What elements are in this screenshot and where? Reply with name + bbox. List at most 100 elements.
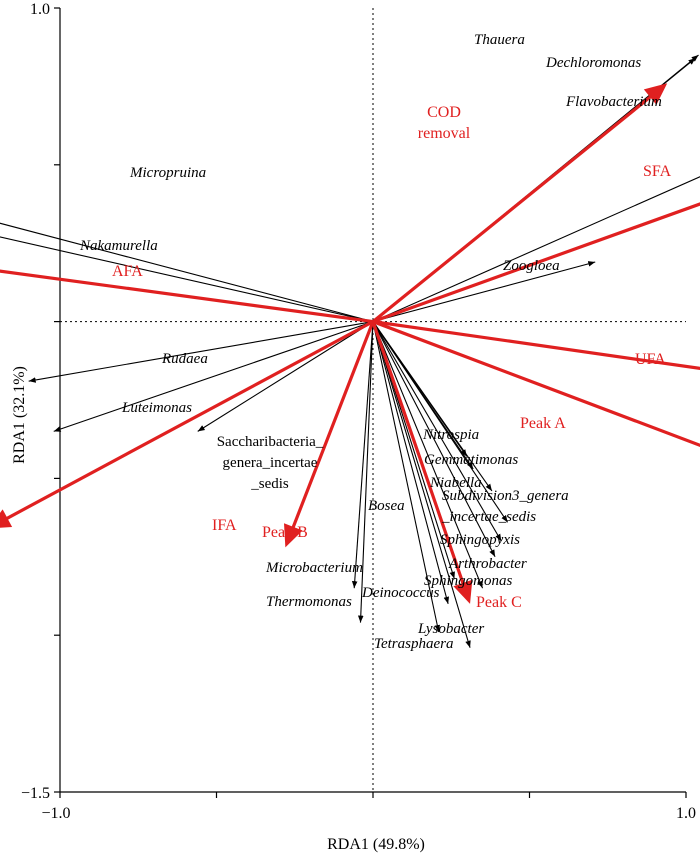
- species-label-line: Microbacterium: [265, 560, 363, 576]
- species-arrow-zoogloea: [372, 261, 596, 323]
- species-label-line: Rudaea: [161, 351, 208, 367]
- env-label-line: COD: [427, 104, 461, 121]
- species-label-subdivision3-genera-incertae-sedis: Subdivision3_genera _incertae_sedis: [441, 488, 569, 525]
- env-label-line: IFA: [212, 517, 237, 534]
- species-label-nitrospia: Nitrospia: [422, 427, 479, 443]
- zero-lines: [60, 8, 686, 792]
- species-label-sphingopyxis: Sphingopyxis: [440, 532, 520, 548]
- species-label-line: Deinococcus: [361, 585, 440, 601]
- species-label-luteimonas: Luteimonas: [121, 400, 192, 416]
- env-arrow-sfa: [372, 202, 700, 324]
- y-tick-label: −1.5: [21, 785, 50, 802]
- env-label-cod-removal: COD removal: [418, 104, 471, 142]
- species-label-line: Sphingomonas: [424, 573, 513, 589]
- species-arrow-deinococcus: [372, 321, 450, 604]
- species-label-line: Dechloromonas: [545, 55, 641, 71]
- env-label-line: Peak C: [476, 594, 522, 611]
- species-label-line: Subdivision3_genera: [442, 488, 569, 504]
- species-label-deinococcus: Deinococcus: [361, 585, 440, 601]
- species-label-nakamurella: Nakamurella: [79, 238, 158, 254]
- species-arrow-micropruina: [0, 222, 374, 323]
- env-label-line: Peak B: [262, 524, 308, 541]
- species-label-line: Saccharibacteria_: [217, 434, 324, 450]
- species-label-line: Thermomonas: [266, 594, 352, 610]
- env-label-line: Peak A: [520, 415, 566, 432]
- arrow-labels: Thauera Dechloromonas Flavobacterium Zooglo…: [79, 32, 672, 652]
- species-label-bosea: Bosea: [368, 498, 405, 514]
- species-label-line: genera_incertae: [223, 455, 318, 471]
- env-label-ufa: UFA: [635, 351, 666, 368]
- env-arrow-peak-a: [372, 320, 700, 448]
- species-label-saccharibacteria-genera-incertae-sedis: Saccharibacteria_ genera_incertae _sedis: [217, 434, 324, 492]
- env-arrowhead-peak-b: [283, 523, 303, 548]
- env-arrow-peak-b: [288, 321, 375, 537]
- species-label-line: Tetrasphaera: [374, 636, 453, 652]
- species-arrow-thermomonas: [357, 321, 374, 623]
- species-label-line: Nakamurella: [79, 238, 158, 254]
- env-label-line: removal: [418, 125, 471, 142]
- species-label-line: Thauera: [474, 32, 525, 48]
- env-label-peak-c: Peak C: [476, 594, 522, 611]
- species-label-lysobacter: Lysobacter: [417, 621, 484, 637]
- species-label-line: _sedis: [250, 476, 289, 492]
- species-label-dechloromonas: Dechloromonas: [545, 55, 641, 71]
- species-label-line: Flavobacterium: [565, 94, 662, 110]
- env-label-peak-a: Peak A: [520, 415, 566, 432]
- axis-ticks: −1.0 1.0 1.0 −1.5: [21, 1, 696, 822]
- species-label-line: _incertae_sedis: [441, 509, 536, 525]
- env-arrow-peak-c: [371, 321, 468, 594]
- env-label-sfa: SFA: [643, 163, 672, 180]
- species-arrow-nakamurella: [0, 236, 374, 323]
- species-label-line: Arthrobacter: [448, 556, 527, 572]
- species-label-line: Nitrospia: [422, 427, 479, 443]
- species-arrow-sphingopyxis: [372, 321, 502, 542]
- env-arrowhead-ifa: [0, 509, 13, 528]
- species-label-line: Sphingopyxis: [440, 532, 520, 548]
- env-arrowhead-peak-c: [453, 579, 473, 604]
- env-arrow-afa: [0, 269, 374, 324]
- species-label-sphingomonas: Sphingomonas: [424, 573, 513, 589]
- env-arrowhead-cod-removal: [643, 83, 668, 105]
- x-tick-label: −1.0: [41, 805, 70, 822]
- x-tick-label: 1.0: [676, 805, 696, 822]
- species-label-thauera: Thauera: [474, 32, 525, 48]
- species-label-rudaea: Rudaea: [161, 351, 208, 367]
- y-axis-title: RDA1 (32.1%): [11, 366, 28, 464]
- env-label-afa: AFA: [112, 263, 143, 280]
- species-label-arthrobacter: Arthrobacter: [448, 556, 527, 572]
- species-label-line: Luteimonas: [121, 400, 192, 416]
- env-arrow-ufa: [372, 320, 700, 371]
- species-label-line: Gemmatimonas: [424, 452, 518, 468]
- env-label-line: UFA: [635, 351, 666, 368]
- env-arrow-cod-removal: [371, 89, 659, 323]
- env-label-peak-b: Peak B: [262, 524, 308, 541]
- species-label-flavobacterium: Flavobacterium: [565, 94, 662, 110]
- species-label-niabella: Niabella: [429, 475, 482, 491]
- species-label-micropruina: Micropruina: [129, 165, 206, 181]
- env-label-line: SFA: [643, 163, 672, 180]
- species-label-line: Niabella: [429, 475, 482, 491]
- species-label-line: Micropruina: [129, 165, 206, 181]
- env-arrow-ifa: [0, 320, 374, 524]
- species-label-zoogloea: Zoogloea: [503, 258, 560, 274]
- species-arrow-flavobacterium: [372, 176, 700, 323]
- species-arrow-lysobacter: [372, 321, 471, 648]
- species-arrow-rudaea: [28, 321, 374, 383]
- x-axis-title: RDA1 (49.8%): [327, 836, 425, 853]
- environment-arrows: [0, 83, 700, 604]
- species-label-line: Lysobacter: [417, 621, 484, 637]
- species-arrow-subdivision3-genera-incertae-sedis: [372, 321, 509, 523]
- species-arrow-arthrobacter: [372, 321, 496, 558]
- species-arrow-niabella: [372, 321, 493, 492]
- species-arrows: [0, 54, 700, 648]
- species-arrow-tetrasphaera: [372, 321, 441, 633]
- env-label-ifa: IFA: [212, 517, 237, 534]
- y-tick-label: 1.0: [30, 1, 50, 18]
- species-label-line: Bosea: [368, 498, 405, 514]
- species-arrow-microbacterium: [351, 321, 374, 589]
- species-label-thermomonas: Thermomonas: [266, 594, 352, 610]
- species-label-gemmatimonas: Gemmatimonas: [424, 452, 518, 468]
- species-label-line: Zoogloea: [503, 258, 560, 274]
- species-label-tetrasphaera: Tetrasphaera: [374, 636, 453, 652]
